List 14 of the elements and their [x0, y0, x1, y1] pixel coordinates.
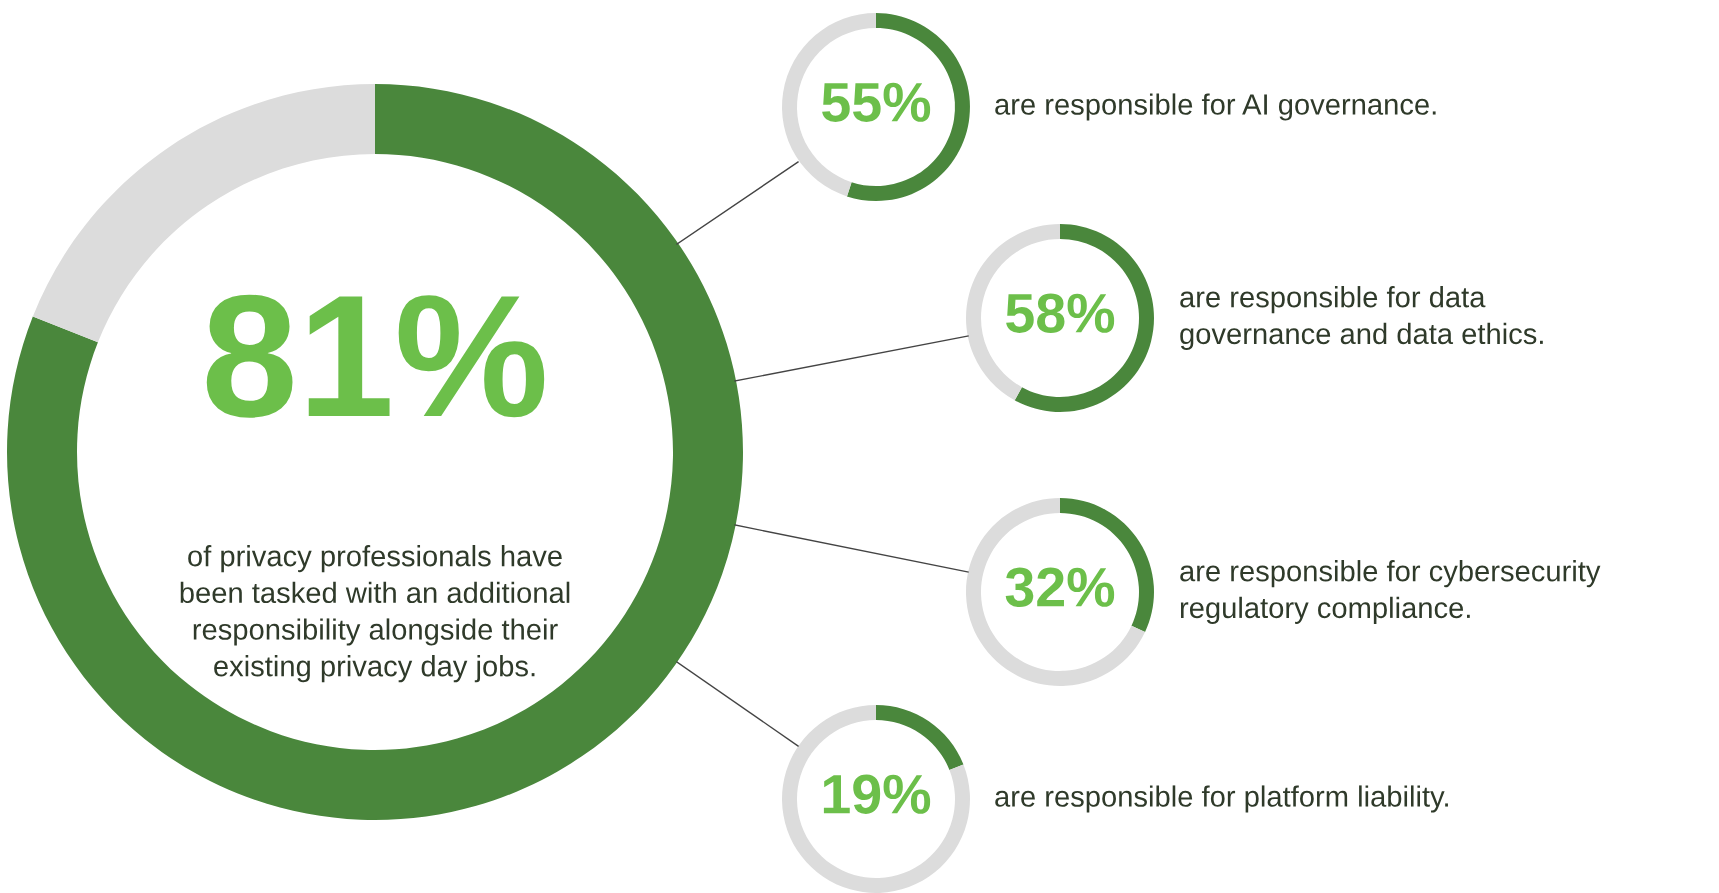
donut-slice: [782, 705, 970, 893]
data-label: 55%: [822, 82, 931, 122]
donut-slice: [7, 84, 743, 820]
donut-slice: [876, 705, 964, 770]
data-label: 58%: [1006, 293, 1115, 333]
data-label: 81%: [206, 294, 545, 418]
text: of privacy professionals have been tasked with an additional responsibility alongside their existing privacy day jobs.: [180, 545, 570, 683]
text: are responsible for platform liability.: [995, 785, 1448, 813]
text: are responsible for cybersecurity regulatory compliance.: [1180, 560, 1601, 624]
donut-slice: [966, 498, 1146, 686]
text: are responsible for data governance and data ethics.: [1180, 286, 1543, 350]
text: are responsible for AI governance.: [995, 93, 1436, 121]
data-label: 19%: [823, 774, 931, 814]
data-label: 32%: [1005, 567, 1115, 607]
